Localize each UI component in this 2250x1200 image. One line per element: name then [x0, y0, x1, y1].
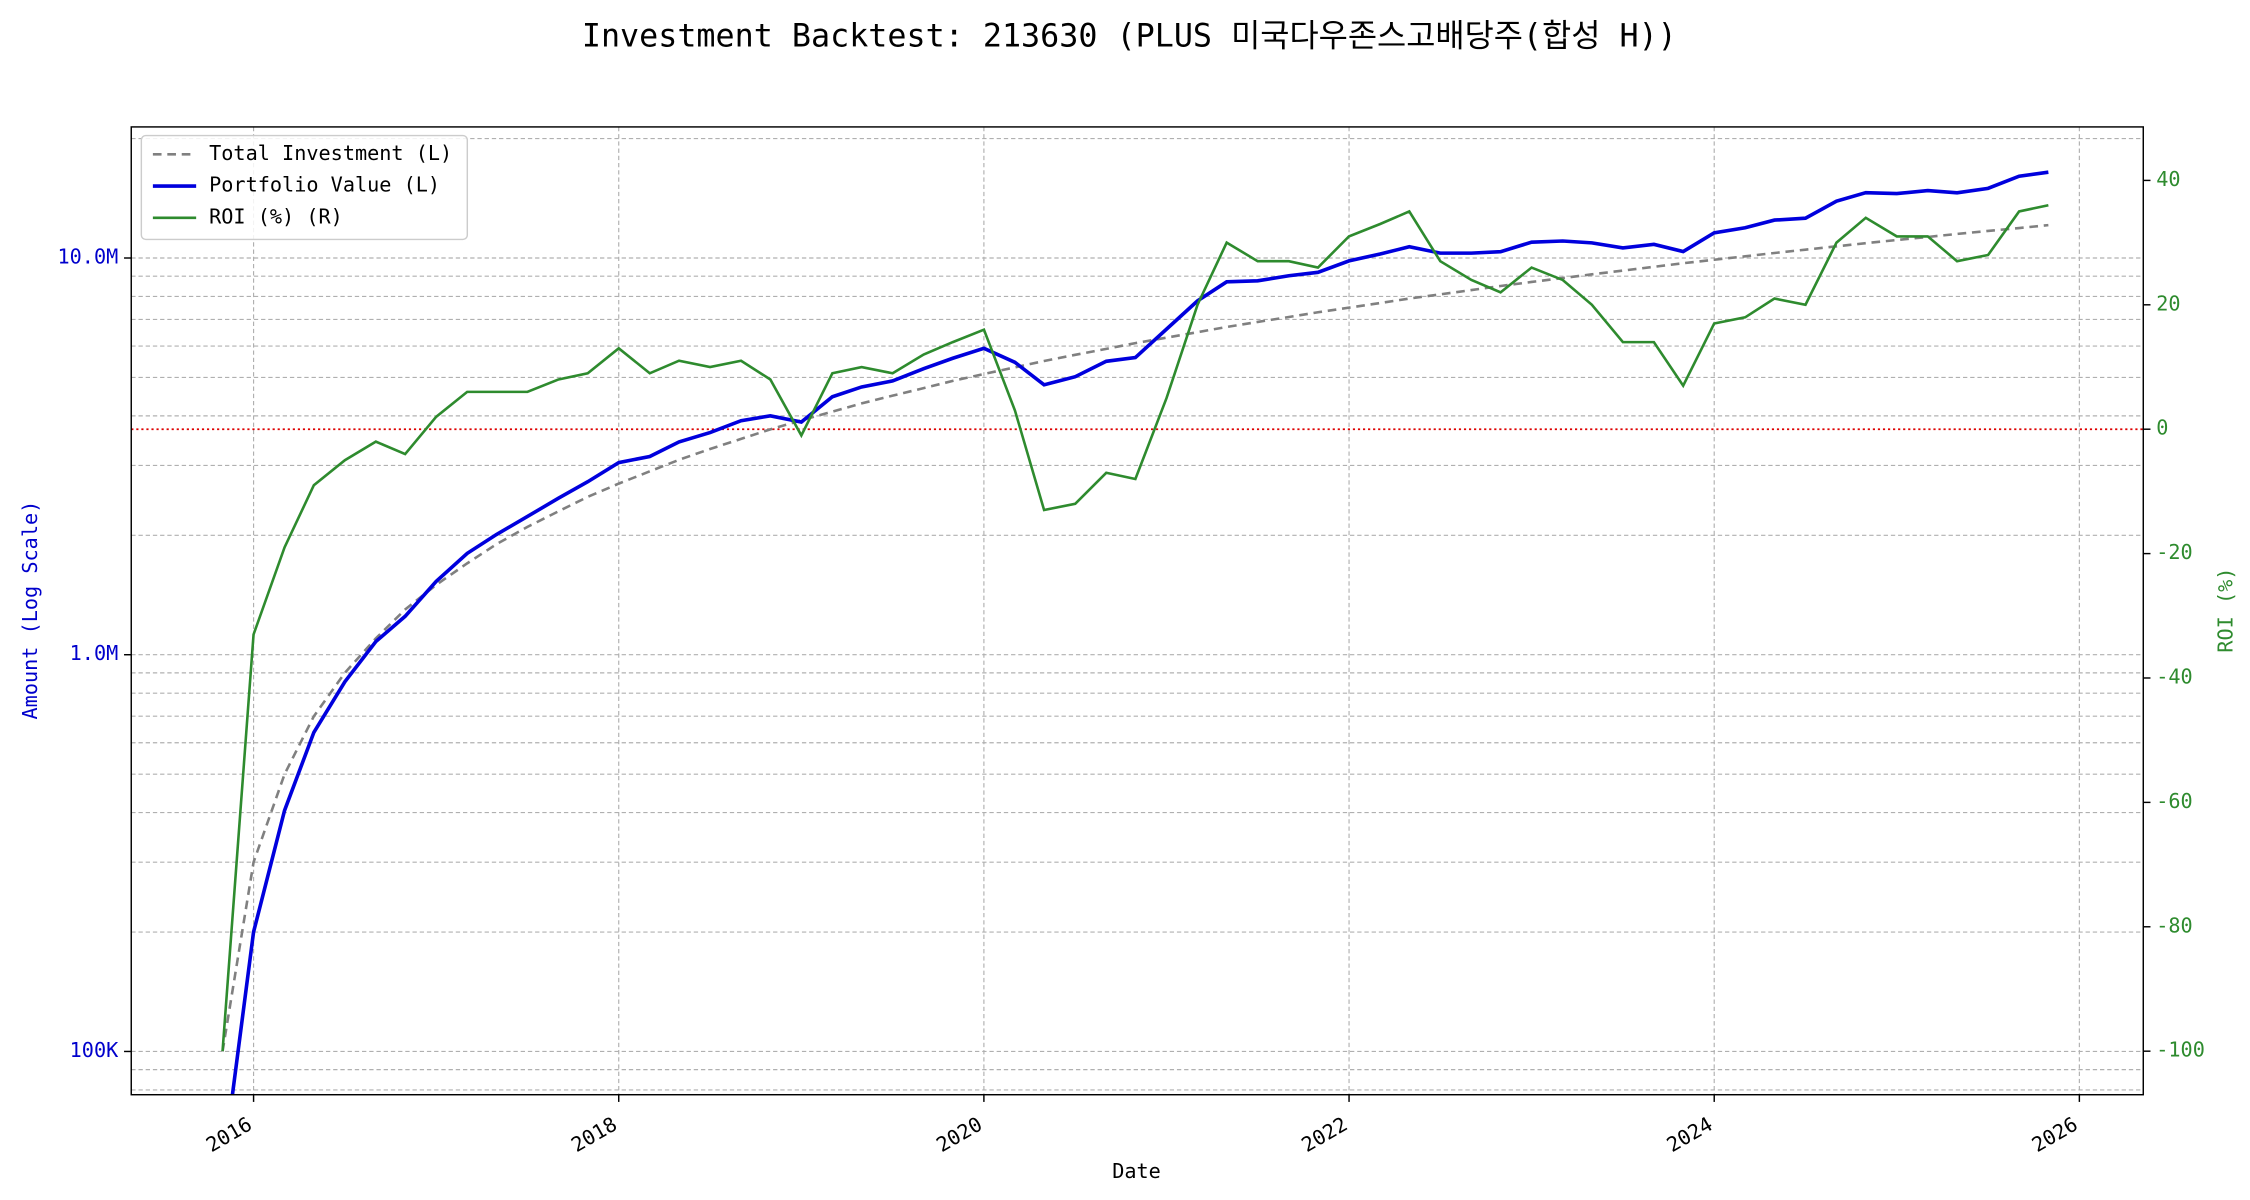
x-axis-label: Date [1112, 1159, 1161, 1183]
y-tick-label: 100K [70, 1038, 119, 1062]
y2-tick-label: 20 [2156, 291, 2180, 315]
y-tick-label: 10.0M [57, 245, 118, 269]
y-axis-label: Amount (Log Scale) [18, 501, 42, 720]
series-line [230, 170, 2049, 1095]
y2-tick-label: -40 [2156, 664, 2192, 688]
series-line [221, 223, 2049, 1052]
x-tick-label: 2022 [1297, 1112, 1351, 1157]
legend-label: ROI (%) (R) [209, 204, 343, 228]
plot-area [221, 170, 2049, 1095]
legend-label: Total Investment (L) [209, 141, 452, 165]
y2-tick-label: -60 [2156, 789, 2192, 813]
y2-tick-label: -100 [2156, 1038, 2205, 1062]
series-line [221, 203, 2049, 1052]
x-tick-label: 2020 [932, 1112, 986, 1157]
x-tick-label: 2024 [1662, 1112, 1716, 1157]
legend-box [140, 134, 469, 241]
y2-axis-label: ROI (%) [2213, 568, 2237, 653]
y2-tick-label: 0 [2156, 416, 2168, 440]
plot-frame [130, 126, 2144, 1096]
chart-title: Investment Backtest: 213630 (PLUS 미국다우존스… [582, 19, 1677, 55]
y2-tick-label: 40 [2156, 167, 2180, 191]
x-tick-label: 2016 [202, 1112, 256, 1157]
y2-tick-label: -20 [2156, 540, 2192, 564]
y2-tick-label: -80 [2156, 913, 2192, 937]
y-tick-label: 1.0M [70, 641, 119, 665]
legend-label: Portfolio Value (L) [209, 173, 440, 197]
x-tick-label: 2018 [567, 1112, 621, 1157]
x-tick-label: 2026 [2028, 1112, 2082, 1157]
